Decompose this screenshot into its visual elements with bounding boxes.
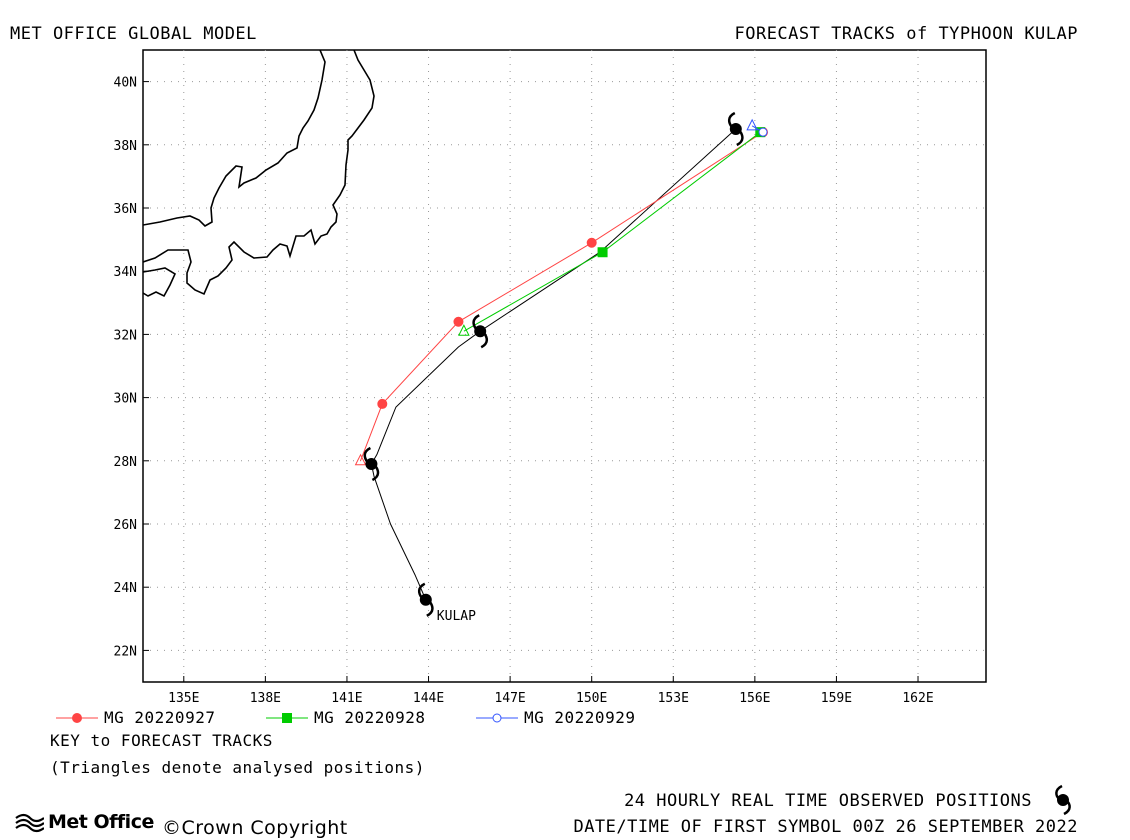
lat-tick-label: 38N — [114, 139, 137, 154]
lat-tick-label: 36N — [114, 202, 137, 217]
forecast-marker — [453, 316, 464, 327]
key-note: (Triangles denote analysed positions) — [50, 758, 425, 777]
forecast-marker — [377, 398, 388, 409]
legend-label: MG 20220927 — [104, 708, 216, 727]
legend-label: MG 20220928 — [314, 708, 426, 727]
lat-tick-label: 26N — [114, 518, 137, 533]
legend-swatch-blue-open-circle — [476, 713, 518, 722]
lon-tick-label: 162E — [902, 691, 933, 706]
forecast-track-3 — [746, 118, 768, 137]
latitude-labels: 22N 24N 26N 28N 30N 32N 34N 36N 38N 40N — [114, 76, 137, 660]
copyright-notice: ©Crown Copyright — [162, 817, 348, 839]
lon-tick-label: 153E — [658, 691, 689, 706]
legend-item-mg-20220928: MG 20220928 — [266, 708, 425, 727]
legend-label: MG 20220929 — [524, 708, 636, 727]
lat-tick-label: 22N — [114, 644, 137, 659]
legend-swatch-green-square — [266, 712, 308, 723]
typhoon-symbol-icon — [727, 111, 744, 147]
met-office-name: Met Office — [48, 811, 154, 833]
analysed-position-triangle — [354, 453, 367, 466]
storm-name-label: KULAP — [437, 609, 476, 624]
longitude-labels: 135E 138E 141E 144E 147E 150E 153E 156E 159E 162E — [168, 691, 934, 706]
lon-tick-label: 159E — [821, 691, 852, 706]
japan-coastline — [143, 50, 375, 298]
typhoon-symbol-icon — [417, 582, 434, 617]
legend-item-mg-20220929: MG 20220929 — [476, 708, 635, 727]
typhoon-symbol-icon — [363, 446, 380, 482]
lon-tick-label: 135E — [168, 691, 199, 706]
lon-tick-label: 141E — [331, 691, 362, 706]
lon-tick-label: 150E — [576, 691, 607, 706]
forecast-marker — [758, 127, 768, 137]
observed-track-line — [370, 128, 737, 600]
forecast-marker — [586, 237, 597, 248]
lat-tick-label: 34N — [114, 265, 137, 280]
lon-tick-label: 144E — [413, 691, 444, 706]
lat-tick-label: 30N — [114, 392, 137, 407]
typhoon-symbol-icon — [1055, 784, 1071, 816]
forecast-marker — [597, 247, 608, 258]
lon-tick-label: 138E — [250, 691, 281, 706]
chart-title: FORECAST TRACKS of TYPHOON KULAP — [734, 24, 1078, 44]
key-heading: KEY to FORECAST TRACKS — [50, 731, 273, 750]
lat-tick-label: 24N — [114, 581, 137, 596]
met-office-wave-icon — [15, 813, 44, 833]
model-title: MET OFFICE GLOBAL MODEL — [10, 24, 257, 44]
typhoon-symbol-icon — [472, 314, 489, 349]
analysed-position-triangle — [458, 324, 470, 336]
tracks — [354, 111, 769, 617]
met-office-logo: Met Office — [14, 811, 154, 833]
lon-tick-label: 156E — [739, 691, 770, 706]
analysed-position-triangle — [746, 118, 758, 131]
legend-swatch-red-circle — [56, 712, 98, 723]
lat-tick-label: 32N — [114, 328, 137, 343]
legend-item-mg-20220927: MG 20220927 — [56, 708, 215, 727]
lat-tick-label: 40N — [114, 76, 137, 91]
lat-tick-label: 28N — [114, 455, 137, 470]
lon-tick-label: 147E — [494, 691, 525, 706]
observed-positions-label: 24 HOURLY REAL TIME OBSERVED POSITIONS — [624, 791, 1032, 811]
first-symbol-datetime: DATE/TIME OF FIRST SYMBOL 00Z 26 SEPTEMB… — [573, 817, 1078, 837]
map-frame — [142, 49, 987, 683]
